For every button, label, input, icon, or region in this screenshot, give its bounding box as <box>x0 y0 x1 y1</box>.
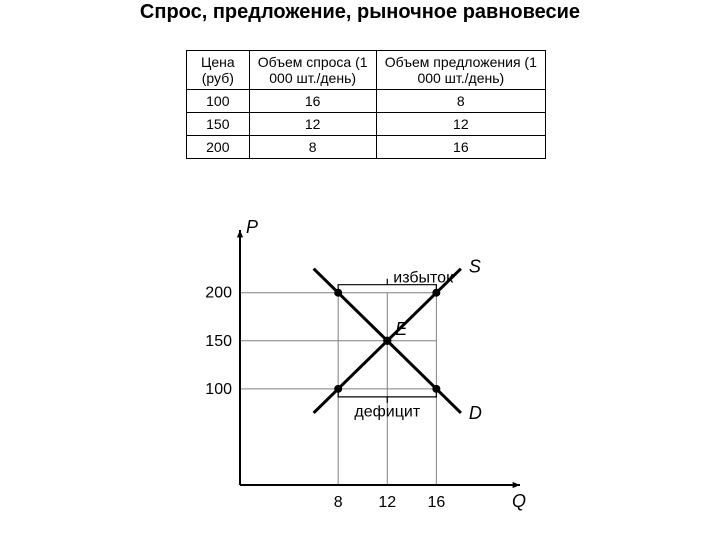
xtick-label: 12 <box>378 494 396 511</box>
table-row: 200 8 16 <box>187 136 546 159</box>
table-header-row: Цена (руб) Объем спроса (1 000 шт./день)… <box>187 51 546 90</box>
cell-supply: 8 <box>376 90 545 113</box>
col-price: Цена (руб) <box>187 51 250 90</box>
cell-supply: 16 <box>376 136 545 159</box>
chart-svg: 100 150 200 8 12 16 P Qизбыток дефицит E S D <box>180 215 540 525</box>
cell-price: 150 <box>187 113 250 136</box>
cell-price: 100 <box>187 90 250 113</box>
cell-demand: 8 <box>249 136 376 159</box>
ytick-label: 150 <box>205 333 232 350</box>
xtick-label: 8 <box>334 494 343 511</box>
data-table: Цена (руб) Объем спроса (1 000 шт./день)… <box>186 50 546 159</box>
table-row: 150 12 12 <box>187 113 546 136</box>
col-demand: Объем спроса (1 000 шт./день) <box>249 51 376 90</box>
x-axis-label: Q <box>512 491 526 511</box>
supply-label: S <box>469 257 481 277</box>
cell-price: 200 <box>187 136 250 159</box>
demand-label: D <box>469 403 482 423</box>
ytick-label: 100 <box>205 381 232 398</box>
table-row: 100 16 8 <box>187 90 546 113</box>
ytick-label: 200 <box>205 285 232 302</box>
supply-demand-chart: 100 150 200 8 12 16 P Qизбыток дефицит E S D <box>180 215 540 525</box>
page-title: Спрос, предложение, рыночное равновесие <box>0 0 720 24</box>
surplus-label: избыток <box>393 269 454 286</box>
y-axis-label: P <box>246 217 258 237</box>
col-supply: Объем предложения (1 000 шт./день) <box>376 51 545 90</box>
cell-demand: 16 <box>249 90 376 113</box>
deficit-label: дефицит <box>354 403 420 420</box>
equilibrium-label: E <box>395 319 408 339</box>
cell-supply: 12 <box>376 113 545 136</box>
xtick-label: 16 <box>427 494 445 511</box>
data-point <box>383 337 391 345</box>
cell-demand: 12 <box>249 113 376 136</box>
